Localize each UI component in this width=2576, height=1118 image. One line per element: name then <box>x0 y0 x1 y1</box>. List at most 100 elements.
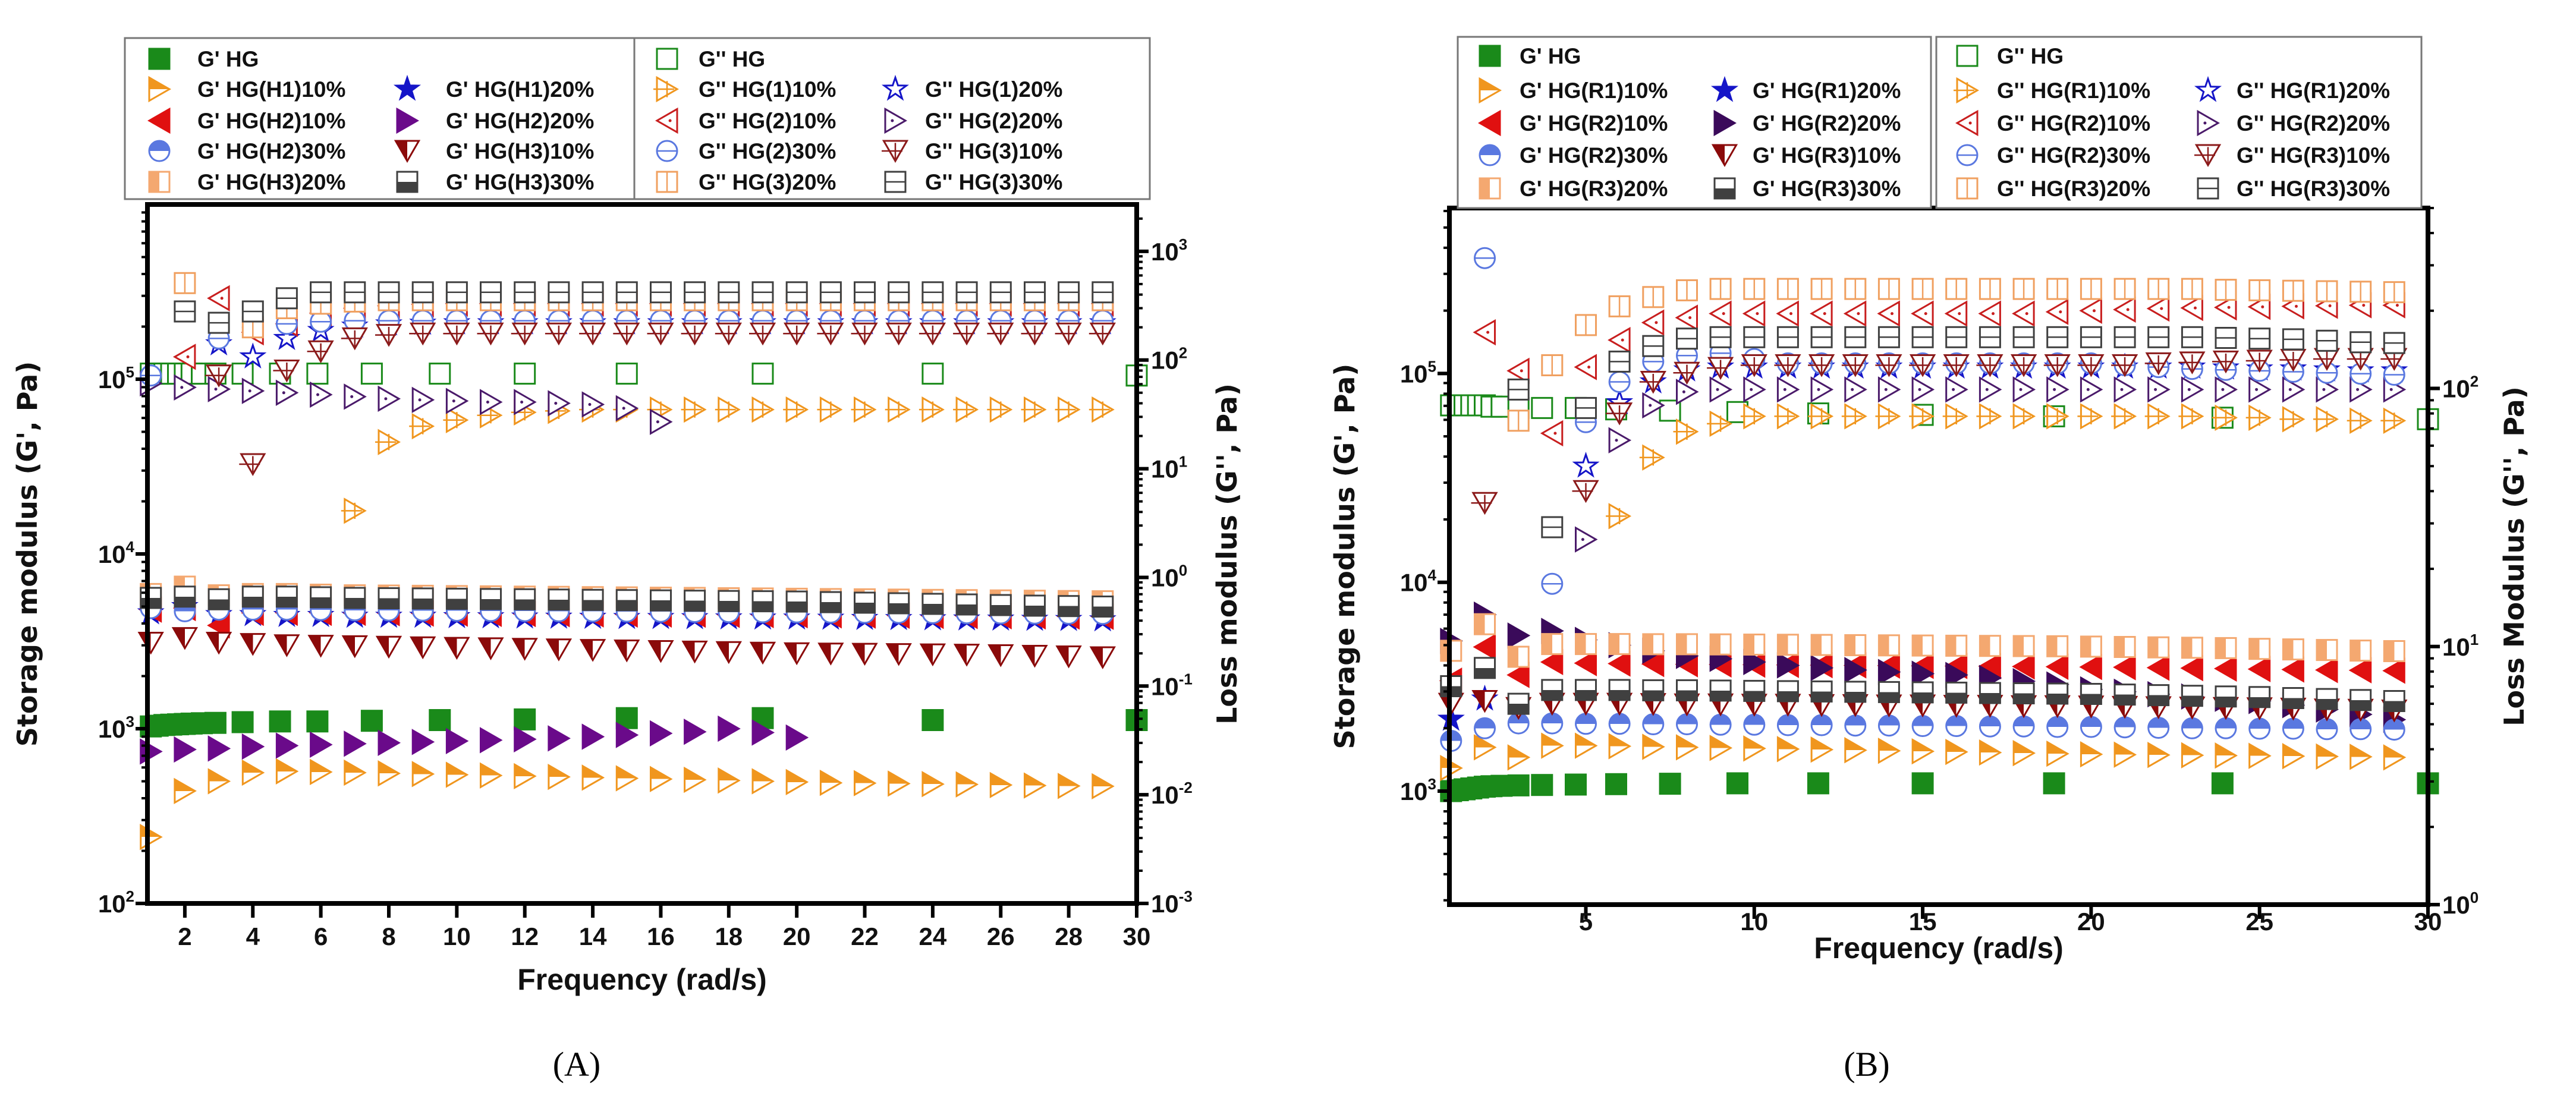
legend-marker-icon <box>1479 45 1501 67</box>
data-point <box>2012 326 2035 348</box>
data-point <box>2279 406 2305 433</box>
data-point <box>1911 300 1934 327</box>
y-left-tick-label: 105 <box>98 363 134 393</box>
data-point <box>1092 773 1115 800</box>
panel-label: (A) <box>553 1045 601 1084</box>
data-point <box>2282 743 2305 770</box>
legend-item: G' HG(R3)10% <box>1711 143 1901 168</box>
data-point <box>1641 309 1665 336</box>
data-point <box>480 762 503 789</box>
data-point <box>174 736 197 763</box>
legend-item: G' HG(H3)10% <box>394 139 594 163</box>
legend-item: G' HG(H1)10% <box>148 75 345 103</box>
data-point <box>751 590 774 613</box>
data-point <box>2144 403 2171 430</box>
data-point <box>140 587 162 609</box>
data-point <box>429 363 451 385</box>
data-point <box>344 759 367 786</box>
legend-label: G'' HG <box>699 47 765 71</box>
data-point <box>2382 657 2405 684</box>
data-point <box>2147 742 2171 769</box>
legend-marker-icon <box>656 171 678 193</box>
data-point <box>749 322 776 346</box>
data-point <box>137 632 164 655</box>
data-point <box>1574 650 1597 676</box>
data-point <box>1911 715 1934 737</box>
data-point <box>819 769 843 796</box>
data-point <box>1976 354 2003 377</box>
data-point <box>1709 633 1732 656</box>
data-point <box>1709 679 1732 702</box>
legend-label: G'' HG(2)20% <box>925 109 1062 133</box>
data-point <box>1707 357 1734 380</box>
data-point <box>2012 376 2036 403</box>
data-point <box>1976 403 2002 430</box>
data-point <box>2181 717 2203 739</box>
data-point <box>1979 739 2002 766</box>
data-point <box>615 589 638 612</box>
data-point <box>1608 371 1631 393</box>
data-point <box>2046 326 2069 348</box>
data-point <box>921 281 944 304</box>
data-point <box>140 824 163 851</box>
data-point <box>1642 679 1665 701</box>
legend-label: G' HG <box>197 47 259 71</box>
data-point <box>171 627 199 650</box>
data-point <box>1909 354 1936 377</box>
data-point <box>1092 596 1114 618</box>
data-point <box>715 322 742 346</box>
data-point <box>409 322 436 346</box>
legend-marker-icon <box>396 171 419 193</box>
data-point <box>888 592 910 615</box>
data-point <box>1776 326 1799 348</box>
data-point <box>851 396 877 423</box>
legend-marker-icon <box>656 48 678 70</box>
legend-label: G'' HG(R2)10% <box>1997 111 2150 136</box>
data-point <box>1541 712 1564 735</box>
data-point <box>2077 354 2105 377</box>
data-point <box>1639 371 1666 394</box>
data-point <box>955 281 978 304</box>
y-left-tick-label: 105 <box>1400 357 1436 388</box>
legend-box-loss <box>1935 36 2423 209</box>
x-tick-label: 22 <box>851 922 879 950</box>
data-point <box>1810 278 1833 300</box>
data-point <box>2245 349 2273 373</box>
y-axis-right-label: Loss modulus (G'', Pa) <box>1211 383 1243 725</box>
data-point <box>1709 735 1733 761</box>
data-point <box>2348 657 2372 684</box>
data-point <box>1979 682 2001 704</box>
data-point <box>987 322 1014 346</box>
legend-label: G'' HG(3)10% <box>925 139 1062 163</box>
y-right-tick-label: 100 <box>1151 561 1187 591</box>
data-point <box>2080 635 2102 658</box>
data-point <box>817 396 843 423</box>
data-point <box>2010 403 2036 430</box>
data-point <box>2282 638 2304 661</box>
data-point <box>1776 736 1800 763</box>
data-point <box>2012 715 2035 738</box>
data-point <box>1089 396 1115 423</box>
data-point <box>1875 354 1902 377</box>
x-tick-label: 5 <box>1579 908 1593 936</box>
data-point <box>241 377 265 404</box>
data-point <box>1911 376 1935 403</box>
data-point <box>2316 639 2338 662</box>
data-point <box>1743 735 1766 762</box>
data-point <box>1608 713 1631 735</box>
data-point <box>2180 654 2203 682</box>
data-point <box>1945 326 1968 348</box>
data-point <box>310 281 332 304</box>
series-g-hg-h3-10- <box>137 627 1116 670</box>
data-point <box>2080 683 2102 705</box>
data-point <box>306 363 329 385</box>
data-point <box>1877 659 1901 685</box>
plot-frame <box>1447 206 2430 907</box>
data-point <box>241 759 265 786</box>
y-right-tick-label: 100 <box>2442 889 2479 919</box>
data-point <box>1541 679 1564 701</box>
data-point <box>1676 327 1698 350</box>
data-point <box>1507 744 1531 771</box>
legend: G' HG G' HG(H1)10% G' HG(H1)20% G' HG(H2)10… <box>124 37 1151 200</box>
data-point <box>1676 279 1698 301</box>
